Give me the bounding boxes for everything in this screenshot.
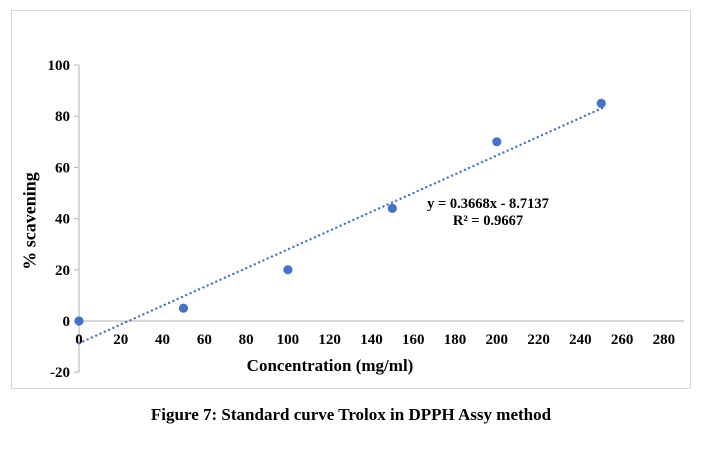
y-tick-label: 20 [55,263,70,279]
chart-figure [11,10,691,389]
y-tick-label: 100 [48,58,71,74]
data-point [283,265,293,275]
y-tick-label: 40 [55,212,70,228]
x-tick-label: 20 [113,332,128,348]
y-tick-label: 0 [63,314,71,330]
x-tick-label: 200 [486,332,509,348]
x-tick-label: 220 [527,332,550,348]
x-tick-label: 260 [611,332,634,348]
x-tick-label: 40 [155,332,170,348]
x-tick-label: 280 [653,332,676,348]
data-point [596,98,606,108]
y-tick-label: 80 [55,109,70,125]
data-point [74,316,84,326]
y-tick-label: -20 [50,365,70,381]
trendline-equation: y = 0.3668x - 8.7137 [427,196,549,212]
x-tick-label: 160 [402,332,425,348]
x-tick-label: 60 [197,332,212,348]
data-point [178,303,189,313]
x-tick-label: 240 [569,332,592,348]
data-point [492,137,502,147]
x-tick-label: 0 [75,332,83,348]
data-point [387,203,397,213]
y-axis-title: % scavening [19,172,40,270]
trendline-r-squared: R² = 0.9667 [452,213,524,229]
x-tick-label: 120 [318,332,341,348]
x-tick-label: 100 [277,332,300,348]
x-tick-label: 80 [239,332,254,348]
y-tick-label: 60 [55,160,70,176]
x-axis-title: Concentration (mg/ml) [246,356,414,375]
x-tick-label: 140 [360,332,383,348]
figure-caption: Figure 7: Standard curve Trolox in DPPH … [150,405,552,424]
x-tick-label: 180 [444,332,467,348]
trendline-annotation: y = 0.3668x - 8.7137 R² = 0.9667 [427,196,549,230]
